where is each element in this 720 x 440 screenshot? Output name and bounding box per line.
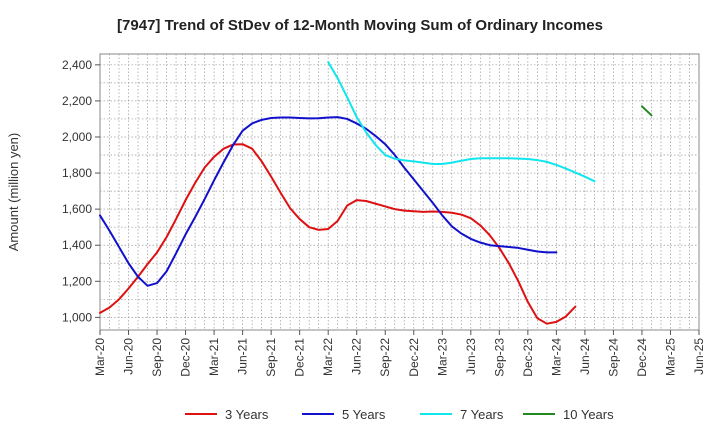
x-tick-label: Sep-20 <box>150 338 164 377</box>
plot-area <box>99 53 700 331</box>
legend-label: 3 Years <box>225 407 269 422</box>
x-tick-label: Mar-20 <box>93 338 107 376</box>
x-tick-label: Sep-24 <box>606 338 620 377</box>
x-tick-label: Mar-24 <box>549 338 563 376</box>
y-tick-label: 1,000 <box>62 310 92 324</box>
x-tick-label: Jun-21 <box>236 338 250 375</box>
x-tick-label: Mar-21 <box>207 338 221 376</box>
legend-item-10-years: 10 Years <box>523 407 614 422</box>
x-tick-label: Jun-24 <box>578 338 592 375</box>
grid <box>100 54 699 330</box>
y-tick-label: 2,200 <box>62 94 92 108</box>
series-line-7-years <box>327 61 596 183</box>
x-tick-label: Dec-20 <box>179 338 193 377</box>
x-tick-label: Jun-22 <box>350 338 364 375</box>
legend-item-7-years: 7 Years <box>420 407 504 422</box>
x-tick-label: Sep-23 <box>492 338 506 377</box>
x-tick-label: Jun-20 <box>122 338 136 375</box>
x-tick-label: Dec-22 <box>407 338 421 377</box>
x-axis: Mar-20 Jun-20 Sep-20 Dec-20 Mar-21 Jun-21 Sep-… <box>93 330 706 377</box>
x-tick-label: Dec-21 <box>293 338 307 377</box>
legend-item-5-years: 5 Years <box>302 407 386 422</box>
x-tick-label: Dec-23 <box>521 338 535 377</box>
x-tick-label: Mar-22 <box>321 338 335 376</box>
y-tick-label: 1,400 <box>62 238 92 252</box>
y-tick-label: 1,800 <box>62 166 92 180</box>
y-axis-label: Amount (million yen) <box>6 133 21 252</box>
chart-title: [7947] Trend of StDev of 12-Month Moving… <box>117 17 603 34</box>
series-lines <box>99 61 653 325</box>
x-tick-label: Sep-22 <box>378 338 392 377</box>
y-tick-label: 1,200 <box>62 274 92 288</box>
legend: 3 Years 5 Years 7 Years 10 Years <box>185 407 614 422</box>
y-tick-label: 2,400 <box>62 58 92 72</box>
x-tick-label: Mar-23 <box>435 338 449 376</box>
series-line-3-years <box>99 143 577 325</box>
x-tick-label: Jun-25 <box>692 338 706 375</box>
legend-label: 10 Years <box>563 407 614 422</box>
y-tick-label: 1,600 <box>62 202 92 216</box>
series-line-5-years <box>99 116 558 287</box>
legend-label: 7 Years <box>460 407 504 422</box>
x-tick-label: Sep-21 <box>264 338 278 377</box>
y-tick-label: 2,000 <box>62 130 92 144</box>
x-tick-label: Jun-23 <box>464 338 478 375</box>
legend-label: 5 Years <box>342 407 386 422</box>
legend-item-3-years: 3 Years <box>185 407 269 422</box>
x-tick-label: Mar-25 <box>663 338 677 376</box>
series-line-10-years <box>640 105 653 117</box>
y-axis: 1,000 1,200 1,400 1,600 1,800 2,000 2,200 2,400 <box>62 58 100 324</box>
x-tick-label: Dec-24 <box>635 338 649 377</box>
